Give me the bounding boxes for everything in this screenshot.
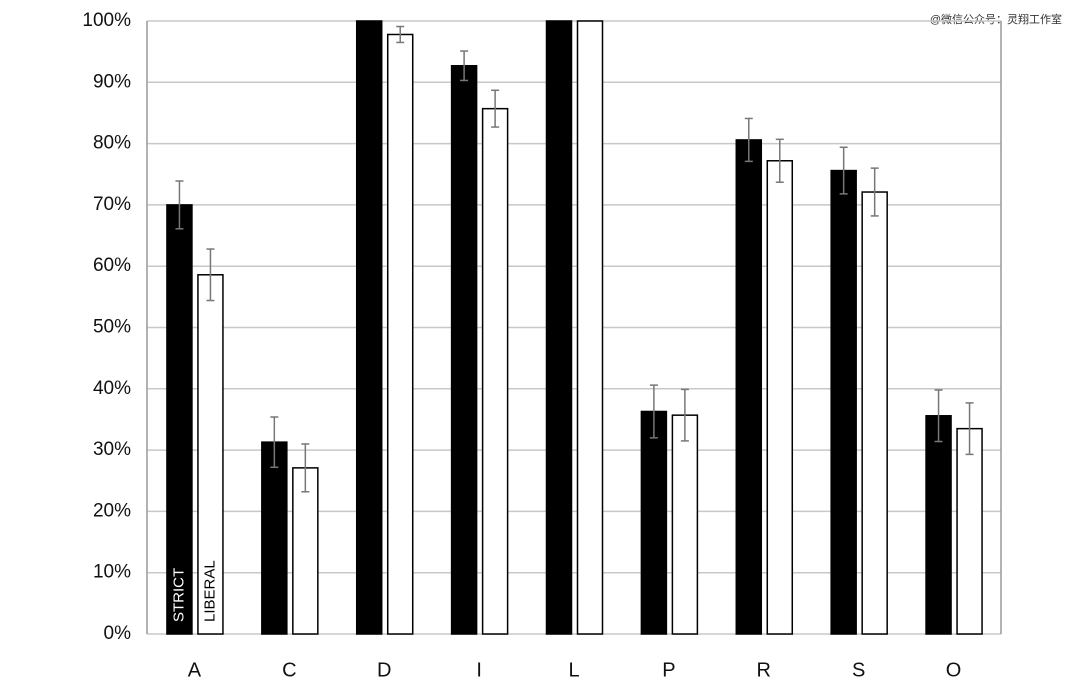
- y-tick-label: 60%: [93, 255, 131, 276]
- y-tick-label: 80%: [93, 133, 131, 154]
- y-tick-label: 10%: [93, 562, 131, 583]
- x-tick-label: L: [568, 659, 579, 681]
- series-label: STRICT: [170, 568, 187, 622]
- x-tick-label: D: [377, 659, 391, 681]
- bar: [355, 20, 383, 635]
- series-label: LIBERAL: [201, 560, 218, 622]
- bar: [766, 160, 794, 635]
- bar: [166, 204, 193, 635]
- y-tick-label: 40%: [93, 378, 131, 399]
- bar: [640, 410, 668, 635]
- bar: [671, 414, 699, 635]
- bar: [576, 20, 604, 635]
- bar: [481, 107, 509, 635]
- bar: [735, 139, 763, 635]
- x-tick-label: A: [188, 659, 202, 681]
- bar: [545, 20, 573, 635]
- y-tick-label: 0%: [104, 623, 132, 644]
- bar: [925, 415, 952, 635]
- y-tick-label: 100%: [82, 10, 131, 31]
- bar: [450, 64, 478, 635]
- x-tick-label: S: [852, 659, 865, 681]
- y-tick-label: 30%: [93, 439, 131, 460]
- y-tick-label: 70%: [93, 194, 131, 215]
- watermark: @微信公众号：灵翔工作室: [930, 12, 1062, 26]
- y-tick-label: 90%: [93, 71, 131, 92]
- y-tick-label: 20%: [93, 500, 131, 521]
- bar: [830, 169, 857, 635]
- x-tick-label: C: [282, 659, 296, 681]
- x-tick-label: I: [476, 659, 482, 681]
- bar: [386, 33, 414, 635]
- x-tick-label: O: [946, 659, 962, 681]
- bar: [956, 427, 983, 635]
- bar: [292, 467, 319, 635]
- bar: [861, 191, 888, 635]
- bar: [261, 441, 288, 635]
- x-tick-label: P: [662, 659, 675, 681]
- y-tick-label: 50%: [93, 317, 131, 338]
- x-tick-label: R: [757, 659, 771, 681]
